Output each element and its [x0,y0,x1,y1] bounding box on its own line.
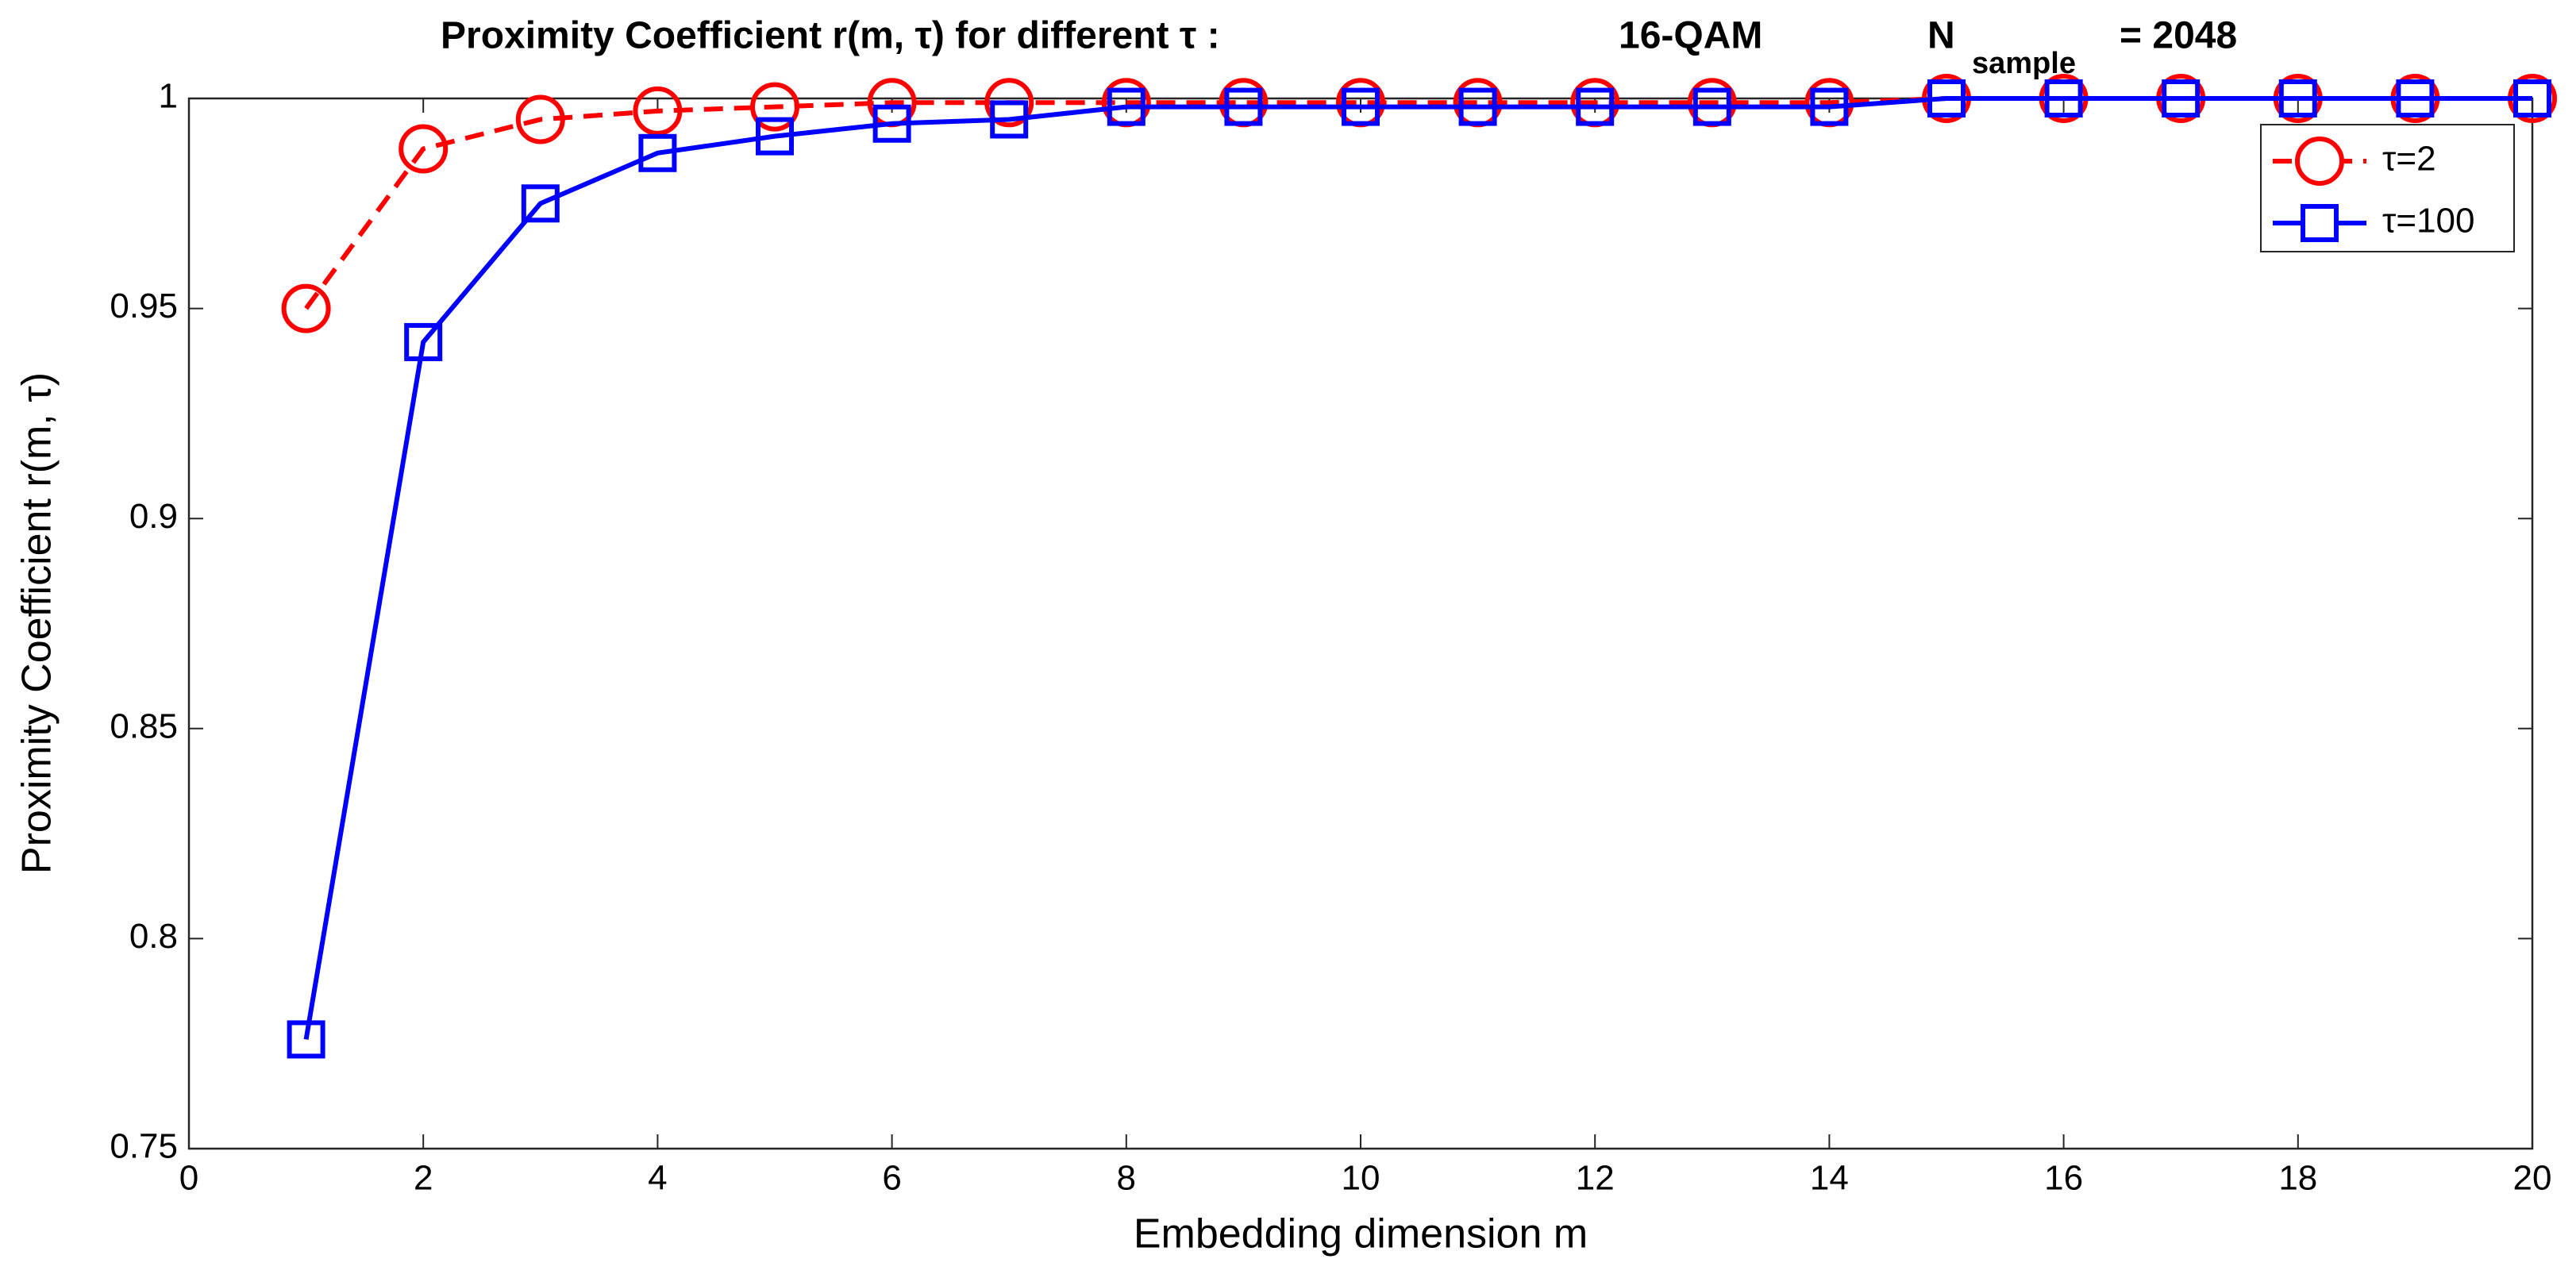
data-point [638,133,677,172]
data-point [515,94,565,144]
x-tick-label: 14 [1810,1159,1849,1198]
x-tick-label: 12 [1576,1159,1615,1198]
x-tick-label: 4 [648,1159,667,1198]
y-axis-label: Proximity Coefficient r(m, τ) [14,372,60,874]
modulation-label: 16-QAM [1619,15,1762,57]
x-tick-label: 20 [2513,1159,2552,1198]
data-point [399,124,449,174]
series-line [303,96,2532,1040]
y-tick-label: 1 [159,77,178,116]
data-point [2513,79,2551,117]
legend-marker [2295,137,2344,186]
data-point [281,283,331,333]
data-point [2162,79,2201,117]
data-point [287,1020,325,1059]
data-point [1107,87,1146,126]
data-point [1576,87,1615,126]
data-point [2396,79,2435,117]
data-point [1224,87,1263,126]
plot-frame [187,97,2534,1150]
data-point [1692,87,1731,126]
data-point [750,82,799,132]
data-point [1342,87,1380,126]
data-point [404,322,443,361]
y-tick-label: 0.75 [110,1127,178,1166]
data-point [756,117,794,156]
legend-label: τ=100 [2382,202,2475,241]
sample-symbol: N [1927,15,1955,57]
x-tick-label: 18 [2278,1159,2317,1198]
x-tick-label: 8 [1117,1159,1136,1198]
legend-label: τ=2 [2382,140,2436,179]
y-tick-label: 0.9 [129,497,178,536]
data-point [872,104,911,143]
data-point [2278,79,2317,117]
data-point [1927,79,1966,117]
data-point [633,86,683,136]
data-point [1810,87,1849,126]
x-tick-label: 6 [882,1159,901,1198]
chart-title: Proximity Coefficient r(m, τ) for differ… [441,15,1220,57]
data-point [2044,79,2083,117]
legend-marker [2301,204,2339,242]
data-point [990,100,1029,139]
x-tick-label: 16 [2044,1159,2083,1198]
data-point [984,78,1034,128]
sample-value: = 2048 [2120,15,2237,57]
y-tick-label: 0.95 [110,287,178,325]
x-tick-label: 0 [179,1159,198,1198]
data-point [1458,87,1497,126]
data-point [521,184,560,223]
x-tick-label: 10 [1342,1159,1380,1198]
y-tick-label: 0.85 [110,706,178,745]
x-axis-label: Embedding dimension m [1134,1211,1588,1257]
x-tick-label: 2 [414,1159,433,1198]
y-tick-label: 0.8 [129,917,178,956]
